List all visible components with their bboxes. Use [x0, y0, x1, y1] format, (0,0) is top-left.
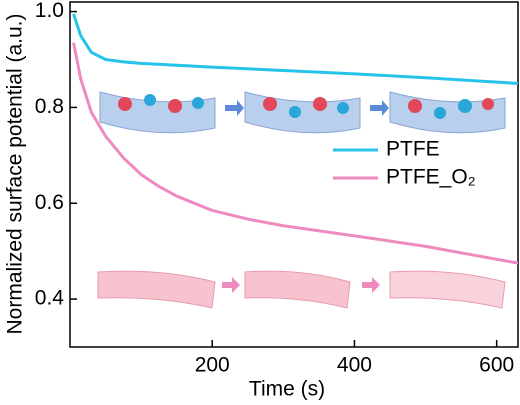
x-axis-title: Time (s): [249, 378, 325, 401]
x-tick-label: 400: [337, 354, 372, 377]
y-tick-label: 0.8: [35, 95, 64, 118]
data-line: [72, 42, 519, 265]
data-line: [72, 13, 519, 85]
x-tick-label: 200: [195, 354, 230, 377]
legend-label: PTFE_O₂: [386, 166, 476, 189]
y-tick-label: 1.0: [35, 0, 64, 22]
plot-frame: [69, 1, 519, 348]
y-axis-title: Normalized surface potential (a.u.): [4, 14, 27, 335]
y-tick-label: 0.6: [35, 191, 64, 214]
x-tick-label: 600: [479, 354, 514, 377]
legend-label: PTFE: [386, 138, 440, 161]
y-tick-label: 0.4: [35, 287, 65, 310]
illustration-top: [99, 91, 506, 134]
illustration-bottom: [97, 270, 506, 309]
